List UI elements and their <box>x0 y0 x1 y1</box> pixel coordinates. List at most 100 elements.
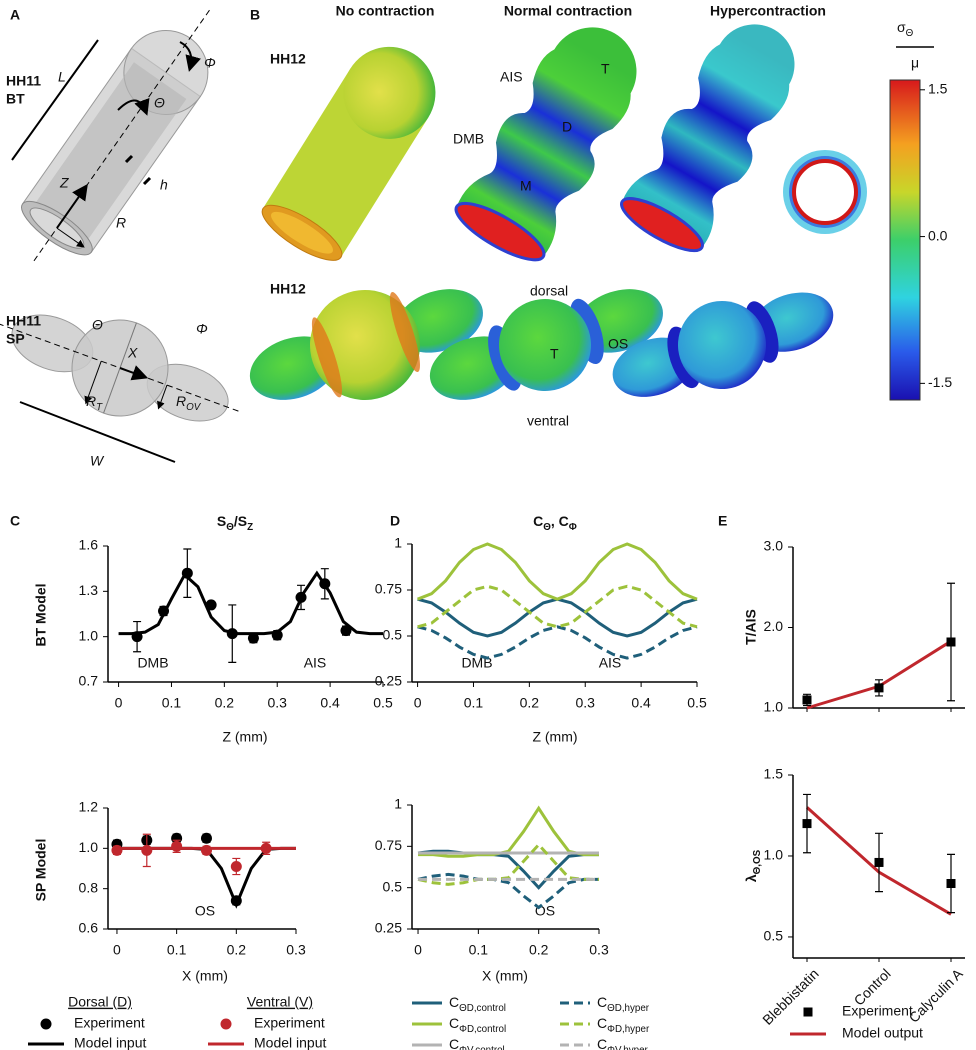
y-tick-label: 1.0 <box>764 847 784 863</box>
y-axis-label: SP Model <box>33 839 49 902</box>
legend-label: Experiment <box>74 1015 145 1031</box>
x-tick-label: 0 <box>414 695 422 711</box>
cross-section-ring <box>783 150 867 234</box>
symbol: X <box>127 345 138 361</box>
y-tick-label: 2.0 <box>764 618 784 634</box>
x-tick-label: 0.1 <box>469 942 489 958</box>
legend-label: CΘD,control <box>449 994 506 1014</box>
symbol: Φ <box>204 55 216 71</box>
series-line <box>417 597 698 638</box>
marker <box>319 578 331 590</box>
marker <box>111 844 123 856</box>
annotation: OS <box>195 903 215 919</box>
series-line <box>417 872 599 910</box>
bt-cylinder <box>21 6 213 262</box>
x-tick-label: 0.1 <box>167 942 187 958</box>
legend-label-part: C <box>597 994 607 1010</box>
legend-label-part: C <box>597 1015 607 1031</box>
x-tick-label: 0.5 <box>687 695 707 711</box>
y-tick-label: 1.0 <box>79 627 99 643</box>
chart-title-part: C <box>533 513 543 529</box>
x-axis-label: Z (mm) <box>222 729 267 745</box>
y-tick-label: 3.0 <box>764 538 784 554</box>
x-tick-label: 0.2 <box>520 695 540 711</box>
cylinder-no-contraction <box>261 46 436 261</box>
row-label: HH12 <box>270 51 306 67</box>
y-tick-label: 1.3 <box>79 582 99 598</box>
row-label: HH12 <box>270 281 306 297</box>
colorbar-tick-label: 0.0 <box>928 227 948 243</box>
y-tick-label: 1.0 <box>764 699 784 715</box>
series-line <box>417 849 599 890</box>
x-tick-label: 0.3 <box>576 695 596 711</box>
marker <box>205 599 217 611</box>
annotation: AIS <box>304 655 327 671</box>
colorbar-label: μ <box>911 55 919 71</box>
series-line <box>417 842 599 886</box>
panel-label: B <box>250 7 260 23</box>
x-tick-label: Calyculin A <box>905 965 966 1026</box>
x-axis-label: Z (mm) <box>532 729 577 745</box>
y-tick-label: 1 <box>394 796 402 812</box>
shape-hypercontraction <box>620 24 795 253</box>
legend-group: Dorsal (D) <box>68 994 132 1010</box>
annotation: AIS <box>500 69 523 85</box>
symbol: Φ <box>196 321 208 337</box>
legend-label: Experiment <box>842 1003 913 1019</box>
marker <box>260 842 272 854</box>
chart-title-part: Z <box>247 522 253 533</box>
legend-label-part: ΘD,hyper <box>607 1003 650 1014</box>
y-tick-label: 0.25 <box>375 673 402 689</box>
series-line <box>418 805 599 858</box>
x-tick-label: 0.2 <box>227 942 247 958</box>
colorbar-label-part: σ <box>897 19 906 35</box>
symbol: ROV <box>176 393 202 413</box>
y-tick-label: 0.5 <box>764 928 784 944</box>
h-arrows <box>124 154 152 186</box>
y-tick-label: 0.25 <box>375 920 402 936</box>
colorbar-label: σΘ <box>897 19 914 39</box>
marker <box>141 844 153 856</box>
row-label: HH11 <box>6 73 41 89</box>
legend-marker <box>40 1018 52 1030</box>
x-tick-label: Blebbistatin <box>759 965 822 1028</box>
y-axis-label-part: Θ,OS <box>752 849 763 874</box>
x-tick-label: 0.1 <box>162 695 182 711</box>
legend-label-part: C <box>597 1036 607 1050</box>
marker <box>200 832 212 844</box>
y-tick-label: 1.6 <box>79 537 99 553</box>
theta-arrow <box>117 97 150 116</box>
legend-group: Ventral (V) <box>247 994 313 1010</box>
marker <box>171 840 183 852</box>
x-tick-label: 0.4 <box>631 695 651 711</box>
legend-label-part: ΦD,hyper <box>607 1024 650 1035</box>
marker <box>946 879 956 889</box>
x-tick-label: 0.1 <box>464 695 484 711</box>
marker <box>226 628 238 640</box>
chart-title-part: Φ <box>569 522 577 533</box>
x-tick-label: 0.3 <box>267 695 287 711</box>
symbol: Z <box>59 175 69 191</box>
marker <box>230 895 242 907</box>
annotation: DMB <box>137 655 168 671</box>
dumbbell-no-contraction <box>249 289 483 400</box>
symbol: L <box>58 69 66 85</box>
y-tick-label: 1.2 <box>79 799 99 815</box>
y-tick-label: 0.5 <box>383 627 403 643</box>
y-tick-label: 0.75 <box>375 837 402 853</box>
marker <box>247 632 259 644</box>
marker <box>271 629 283 641</box>
marker <box>874 683 884 693</box>
series-line <box>806 639 952 710</box>
annotation: AIS <box>599 655 622 671</box>
row-label: HH11 <box>6 313 41 329</box>
x-tick-label: 0.2 <box>529 942 549 958</box>
y-tick-label: 0.8 <box>79 879 99 895</box>
column-header: Normal contraction <box>504 3 632 19</box>
legend-label-part: ΦV,hyper <box>607 1045 648 1050</box>
x-axis-label: X (mm) <box>482 968 528 984</box>
panel-label: E <box>718 513 727 529</box>
symbol: Θ <box>92 317 103 333</box>
x-tick-label: 0 <box>113 942 121 958</box>
